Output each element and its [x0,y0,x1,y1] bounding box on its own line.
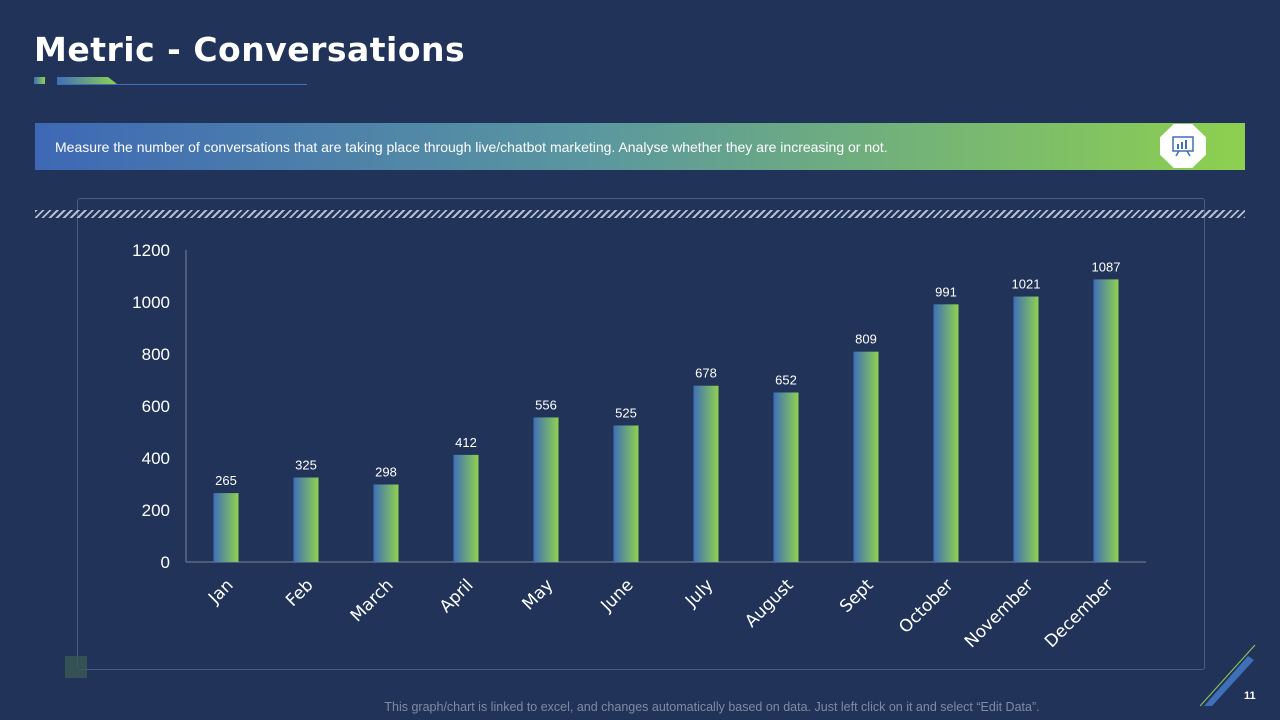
bar-june[interactable] [613,425,639,563]
data-label: 298 [375,465,397,480]
y-tick-label: 200 [142,501,170,520]
data-label: 412 [455,435,477,450]
bar-july[interactable] [693,385,719,562]
page-title: Metric - Conversations [34,30,466,69]
x-tick-label: October [895,575,957,637]
x-tick-label: June [597,575,638,616]
corner-square-decor [65,656,87,678]
page-number: 11 [1244,690,1256,702]
x-tick-label: Jan [204,575,237,608]
x-tick-label: April [436,575,478,617]
bar-october[interactable] [933,304,959,562]
data-label: 525 [615,406,637,421]
y-tick-label: 600 [142,397,170,416]
data-label: 809 [855,332,877,347]
x-tick-label: August [741,575,797,631]
bar-march[interactable] [373,484,399,562]
y-tick-label: 0 [161,553,170,572]
bar-november[interactable] [1013,296,1039,562]
data-label: 325 [295,458,317,473]
footnote: This graph/chart is linked to excel, and… [384,700,1040,714]
corner-slash-decor [1200,644,1256,707]
bar-april[interactable] [453,454,479,562]
data-label: 265 [215,473,237,488]
banner-text: Measure the number of conversations that… [55,139,888,155]
x-tick-label: Sept [836,575,878,617]
data-label: 991 [935,284,957,299]
hatch-divider [35,210,1245,218]
bar-may[interactable] [533,417,559,562]
x-tick-label: December [1041,575,1117,651]
data-label: 652 [775,372,797,387]
title-accent-square [34,77,45,84]
x-tick-label: November [961,575,1038,652]
bar-feb[interactable] [293,477,319,563]
bar-jan[interactable] [213,493,239,562]
presentation-chart-icon [1160,124,1206,168]
y-tick-label: 1000 [132,293,170,312]
x-tick-label: May [519,575,558,614]
chart-frame: 0 200 400 600 800 1000 1200 265 Jan 325 Feb 298 Marc… [77,198,1205,670]
y-tick-label: 1200 [132,241,170,260]
x-tick-label: March [347,575,398,626]
bar-december[interactable] [1093,279,1119,562]
data-label: 678 [695,366,717,381]
x-tick-label: Feb [282,575,317,610]
bar-sept[interactable] [853,351,879,562]
data-label: 1021 [1012,277,1041,292]
data-label: 1087 [1092,259,1121,274]
bar-chart: 0 200 400 600 800 1000 1200 265 Jan 325 Feb 298 Marc… [132,241,1146,652]
y-tick-label: 400 [142,449,170,468]
y-tick-label: 800 [142,345,170,364]
x-tick-label: July [681,575,717,611]
data-label: 556 [535,397,557,412]
bar-august[interactable] [773,392,799,562]
description-banner: Measure the number of conversations that… [35,123,1245,170]
title-underline [57,77,307,85]
